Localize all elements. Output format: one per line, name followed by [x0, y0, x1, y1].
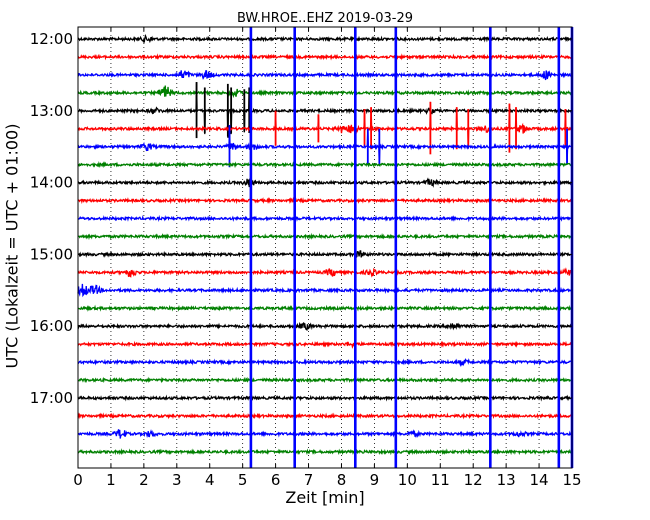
x-tick-label: 6 — [271, 471, 281, 489]
x-tick-label: 5 — [238, 471, 248, 489]
y-axis-ticks: 12:00 13:00 14:00 15:00 16:00 17:00 — [30, 30, 572, 407]
x-tick-label: 8 — [337, 471, 347, 489]
y-tick-label: 12:00 — [30, 30, 73, 48]
trace-14:30 — [77, 214, 573, 223]
trace-lines — [77, 33, 573, 456]
trace-15:00 — [77, 250, 573, 259]
trace-13:45 — [77, 161, 573, 169]
x-tick-label: 15 — [562, 471, 581, 489]
x-axis-ticks: 0 1 2 3 4 5 6 7 8 9 10 11 12 13 14 15 — [73, 27, 582, 489]
y-tick-label: 13:00 — [30, 102, 73, 120]
plot-frame — [77, 26, 573, 469]
x-axis-label: Zeit [min] — [285, 488, 365, 507]
x-tick-label: 3 — [172, 471, 182, 489]
x-tick-label: 14 — [530, 471, 549, 489]
trace-17:00 — [77, 394, 573, 402]
trace-14:45 — [77, 232, 573, 241]
trace-13:30 — [77, 125, 573, 165]
trace-14:00 — [77, 177, 573, 188]
trace-15:30 — [77, 283, 573, 298]
y-tick-label: 14:00 — [30, 174, 73, 192]
x-tick-label: 12 — [464, 471, 483, 489]
trace-13:15 — [77, 101, 573, 149]
trace-17:30 — [77, 429, 573, 439]
y-tick-label: 17:00 — [30, 389, 73, 407]
x-tick-label: 11 — [431, 471, 450, 489]
trace-14:15 — [77, 196, 573, 205]
chart-title: BW.HROE..EHZ 2019-03-29 — [236, 11, 414, 26]
y-tick-label: 16:00 — [30, 317, 73, 335]
x-tick-label: 13 — [497, 471, 516, 489]
trace-12:00 — [77, 33, 573, 44]
trace-16:15 — [77, 340, 573, 349]
x-tick-label: 9 — [370, 471, 380, 489]
trace-17:15 — [77, 412, 573, 420]
trace-16:00 — [77, 321, 573, 332]
x-tick-label: 10 — [398, 471, 417, 489]
trace-16:45 — [77, 376, 573, 384]
x-tick-label: 4 — [205, 471, 215, 489]
grid-lines — [110, 27, 540, 468]
x-tick-label: 0 — [73, 471, 83, 489]
y-axis-label: UTC (Lokalzeit = UTC + 01:00) — [2, 123, 22, 369]
trace-17:45 — [77, 448, 573, 456]
trace-12:30 — [77, 70, 573, 81]
trace-15:45 — [77, 304, 573, 312]
y-tick-label: 15:00 — [30, 245, 73, 263]
trace-15:15 — [77, 267, 573, 278]
x-tick-label: 1 — [106, 471, 116, 489]
x-tick-label: 7 — [304, 471, 314, 489]
x-tick-label: 2 — [139, 471, 149, 489]
trace-12:45 — [77, 85, 573, 99]
trace-12:15 — [77, 53, 573, 61]
trace-16:30 — [77, 358, 573, 368]
